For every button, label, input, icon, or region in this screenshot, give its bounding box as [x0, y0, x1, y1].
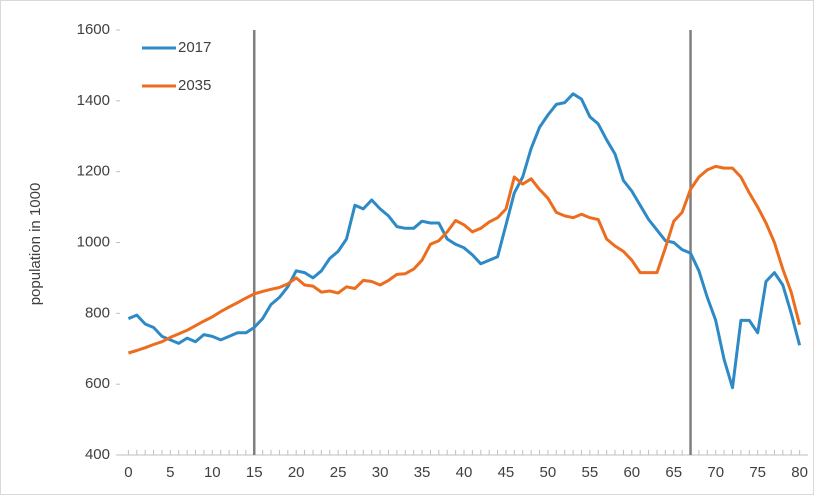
x-tick-label: 50 [540, 464, 557, 481]
y-tick-label: 1600 [77, 21, 110, 38]
y-tick-label: 1400 [77, 92, 110, 109]
x-tick-label: 45 [498, 464, 515, 481]
x-tick-label: 55 [582, 464, 599, 481]
x-tick-label: 10 [204, 464, 221, 481]
x-tick-label: 60 [623, 464, 640, 481]
x-tick-label: 65 [665, 464, 682, 481]
x-tick-label: 75 [749, 464, 766, 481]
series-line [127, 164, 802, 355]
y-tick-label: 400 [85, 446, 110, 463]
x-tick-label: 80 [791, 464, 808, 481]
y-axis-label: population in 1000 [27, 183, 44, 306]
y-tick-label: 600 [85, 375, 110, 392]
series-line [127, 92, 802, 390]
x-tick-label: 5 [166, 464, 174, 481]
y-tick-label: 1200 [77, 163, 110, 180]
legend-label: 2017 [178, 39, 211, 56]
x-tick-label: 0 [124, 464, 132, 481]
x-tick-label: 15 [246, 464, 263, 481]
x-tick-label: 70 [707, 464, 724, 481]
x-tick-label: 30 [372, 464, 389, 481]
legend-label: 2035 [178, 77, 211, 94]
x-tick-label: 40 [456, 464, 473, 481]
y-tick-label: 1000 [77, 233, 110, 250]
x-tick-label: 20 [288, 464, 305, 481]
x-tick-label: 35 [414, 464, 431, 481]
x-tick-label: 25 [330, 464, 347, 481]
y-tick-label: 800 [85, 304, 110, 321]
